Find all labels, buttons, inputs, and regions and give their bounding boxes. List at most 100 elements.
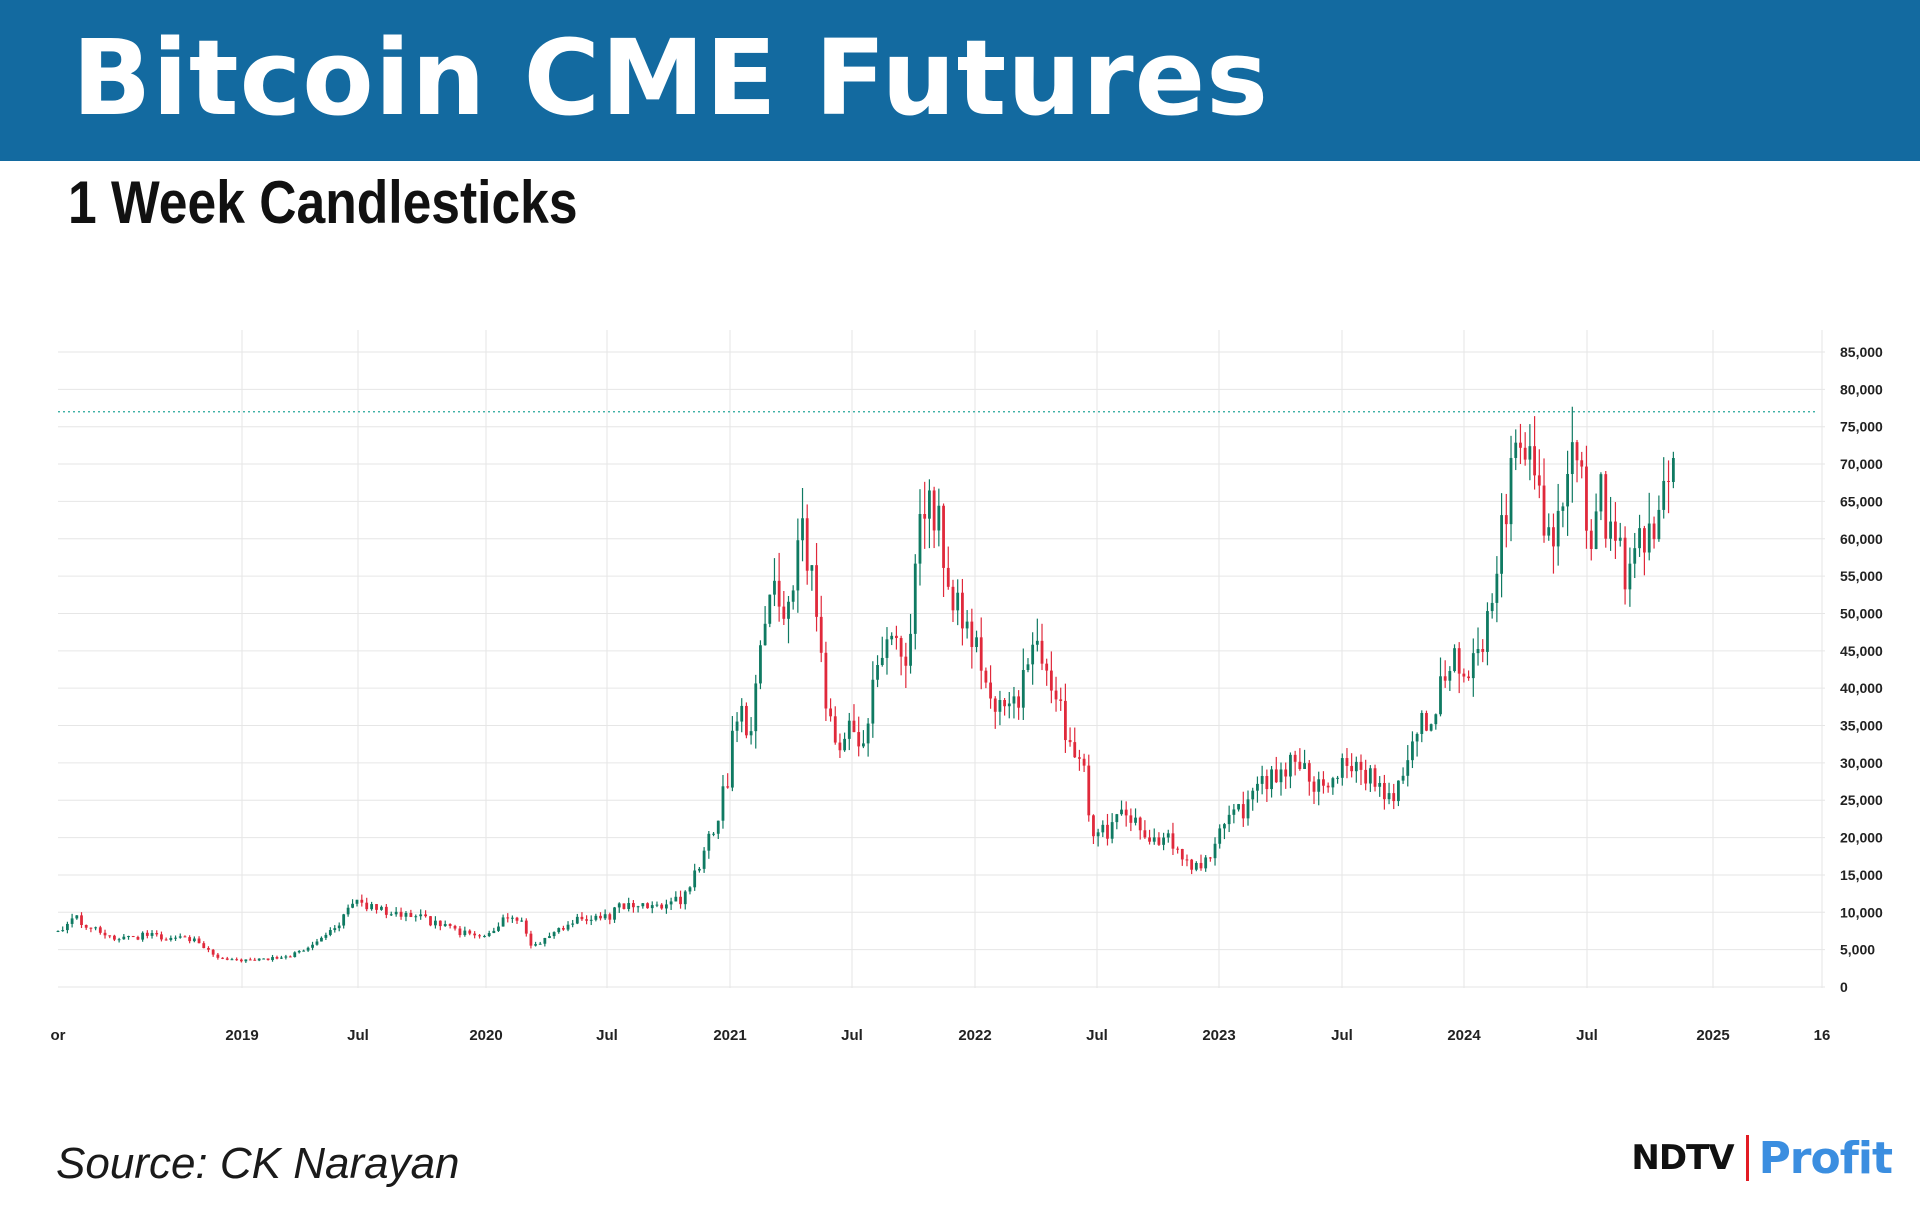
candle-body (284, 956, 288, 958)
candle-body (1547, 527, 1551, 536)
candle-body (1657, 509, 1661, 540)
candle-body (1176, 848, 1180, 850)
candle-body (1397, 780, 1400, 802)
candle-body (1623, 537, 1627, 590)
candle-body (1256, 783, 1259, 791)
candle-body (1429, 724, 1433, 731)
candle-body (1457, 648, 1461, 674)
candle-body (631, 903, 635, 908)
candle-body (108, 935, 112, 937)
candle-body (1092, 815, 1095, 837)
candle-body (961, 592, 964, 629)
candle-body (932, 490, 936, 531)
candle-body (993, 698, 997, 712)
candle-body (646, 903, 649, 909)
x-tick-label: 2020 (469, 1027, 502, 1044)
candle-body (693, 870, 697, 888)
candle-body (1667, 480, 1670, 483)
candle-body (984, 670, 988, 683)
candle-body (248, 959, 252, 961)
candle-body (424, 914, 427, 917)
candle-body (1406, 760, 1410, 776)
candle-body (1279, 769, 1283, 783)
candle-body (380, 906, 383, 910)
candle-body (1594, 511, 1598, 549)
candle-body (1241, 804, 1245, 819)
candle-body (478, 935, 481, 937)
candle-body (288, 956, 292, 958)
candle-body (492, 930, 496, 934)
candle-body (1326, 785, 1330, 788)
candle-body (487, 933, 491, 937)
candle-body (262, 958, 266, 960)
candle-body (1504, 515, 1508, 525)
x-tick-label: 16 (1814, 1027, 1831, 1044)
candle-body (1368, 768, 1372, 784)
candle-body (599, 915, 602, 919)
candle-body (1208, 857, 1212, 859)
candle-body (759, 645, 762, 684)
x-tick-label: Jul (841, 1027, 863, 1044)
candle-body (824, 652, 828, 709)
candle-body (337, 925, 341, 929)
candle-body (1542, 485, 1546, 536)
candle-body (557, 928, 561, 933)
y-tick-label: 25,000 (1840, 792, 1883, 808)
candle-body (1312, 781, 1316, 792)
candle-body (84, 924, 88, 928)
candle-body (1420, 712, 1424, 734)
candle-body (791, 590, 795, 602)
candle-body (1303, 763, 1306, 769)
candle-body (225, 958, 229, 960)
candle-body (297, 950, 301, 953)
y-tick-label: 20,000 (1840, 830, 1883, 846)
candle-body (1609, 521, 1612, 539)
candle-body (1537, 475, 1541, 486)
candle-body (1213, 843, 1217, 859)
candle-body (1298, 761, 1302, 769)
candle-body (1556, 510, 1560, 547)
candle-body (1411, 741, 1414, 761)
candle-body (1007, 703, 1011, 707)
candle-body (351, 903, 354, 908)
candle-body (1120, 809, 1123, 815)
candle-body (707, 833, 711, 851)
candle-body (324, 934, 328, 938)
candle-body (1614, 521, 1617, 541)
candle-body (876, 664, 879, 680)
title-banner: Bitcoin CME Futures (0, 0, 1920, 161)
candle-body (1647, 523, 1651, 553)
candle-body (1138, 817, 1142, 831)
candle-body (197, 938, 201, 944)
candle-body (1633, 548, 1637, 564)
candle-body (1552, 527, 1555, 547)
candle-body (150, 933, 154, 936)
candle-body (1185, 859, 1189, 861)
candle-body (448, 924, 452, 926)
candle-body (473, 933, 477, 936)
candle-body (1340, 758, 1344, 778)
candle-body (829, 708, 832, 717)
y-tick-label: 5,000 (1840, 942, 1875, 958)
x-tick-label: or (51, 1027, 66, 1044)
candle-body (1246, 799, 1250, 819)
candle-body (1392, 793, 1396, 802)
y-tick-label: 40,000 (1840, 680, 1883, 696)
candle-body (1453, 648, 1456, 671)
candle-body (866, 723, 870, 744)
chart-title: Bitcoin CME Futures (72, 17, 1270, 139)
candle-body (538, 943, 542, 945)
candle-body (1589, 530, 1593, 549)
candle-body (1378, 782, 1382, 787)
candle-body (80, 915, 83, 925)
candle-body (1628, 563, 1632, 590)
candle-body (660, 904, 664, 909)
candle-body (188, 937, 192, 942)
candle-body (346, 907, 350, 915)
candle-body (716, 820, 720, 834)
y-tick-label: 35,000 (1840, 718, 1883, 734)
candle-body (293, 952, 297, 958)
candle-body (773, 580, 776, 595)
candle-body (801, 518, 804, 541)
y-axis: 0 5,000 10,000 15,000 20,000 25,000 30,000 35,0… (1840, 344, 1883, 995)
